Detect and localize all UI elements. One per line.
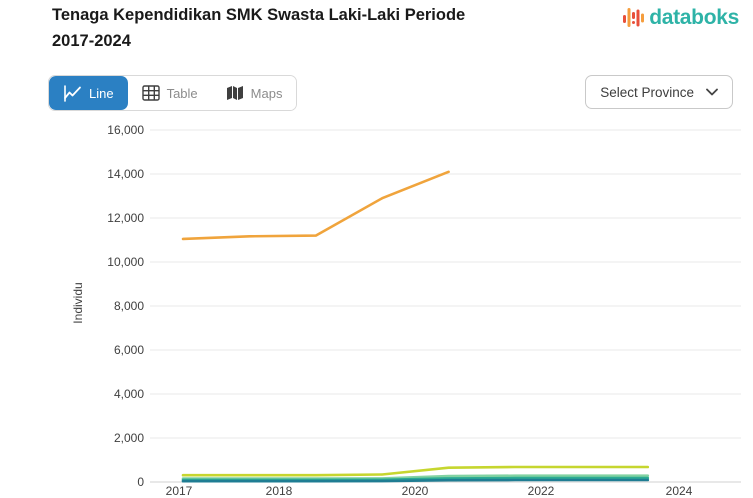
y-tick-label: 10,000 — [107, 255, 144, 269]
x-tick-label: 2024 — [666, 484, 693, 498]
tab-maps-label: Maps — [250, 85, 283, 101]
databoks-wordmark: databoks — [649, 6, 739, 29]
x-tick-label: 2018 — [266, 484, 293, 498]
page-title: Tenaga Kependidikan SMK Swasta Laki-Laki… — [52, 2, 465, 54]
y-tick-label: 4,000 — [114, 387, 144, 401]
series-line-orange[interactable] — [181, 170, 450, 241]
y-tick-label: 6,000 — [114, 343, 144, 357]
folded-map-icon — [226, 86, 243, 100]
y-tick-label: 16,000 — [107, 123, 144, 137]
series-line-mint[interactable] — [181, 474, 650, 480]
y-tick-label: 14,000 — [107, 167, 144, 181]
tab-maps[interactable]: Maps — [211, 76, 297, 110]
y-axis-title: Individu — [71, 282, 85, 323]
line-chart-icon — [64, 84, 81, 102]
y-tick-label: 0 — [137, 475, 144, 489]
y-tick-label: 8,000 — [114, 299, 144, 313]
select-province-dropdown[interactable]: Select Province — [585, 75, 733, 109]
series-line-dark-teal[interactable] — [181, 478, 650, 483]
select-province-label: Select Province — [600, 84, 694, 100]
y-tick-label: 12,000 — [107, 211, 144, 225]
x-tick-label: 2022 — [528, 484, 555, 498]
databoks-logo[interactable]: databoks — [622, 6, 739, 30]
x-tick-label: 2020 — [402, 484, 429, 498]
tab-table[interactable]: Table — [127, 76, 212, 110]
page-title-line2: 2017-2024 — [52, 32, 131, 50]
tab-table-label: Table — [166, 85, 198, 101]
series-line-lime[interactable] — [181, 465, 650, 477]
tab-line[interactable]: Line — [49, 76, 128, 110]
x-tick-label: 2017 — [166, 484, 193, 498]
table-grid-icon — [141, 85, 160, 101]
tab-line-label: Line — [89, 85, 114, 101]
y-tick-label: 2,000 — [114, 431, 144, 445]
chevron-down-icon — [706, 88, 718, 96]
databoks-bars-icon — [623, 8, 645, 27]
series-line-teal[interactable] — [181, 476, 650, 482]
chart-view-tab-group: Line Table Maps — [48, 75, 298, 111]
page-title-line1: Tenaga Kependidikan SMK Swasta Laki-Laki… — [52, 6, 466, 24]
